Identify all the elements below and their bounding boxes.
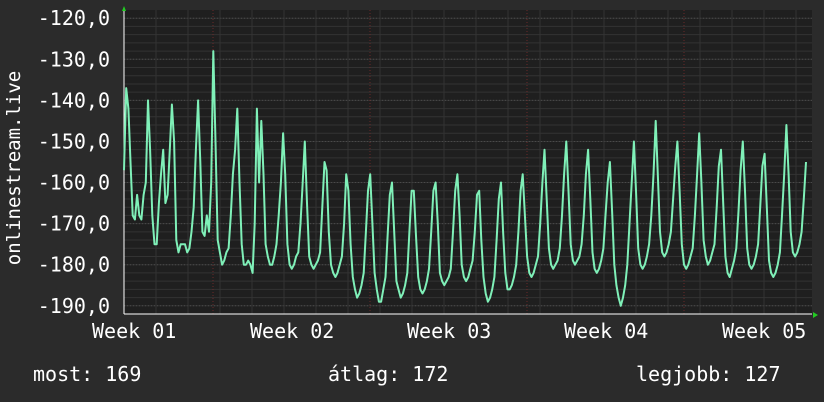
x-tick-label: Week 01 xyxy=(92,319,176,343)
y-tick-label: -150,0 xyxy=(38,129,110,153)
plot-area xyxy=(124,10,812,314)
y-tick-label: -140,0 xyxy=(38,88,110,112)
y-tick-label: -160,0 xyxy=(38,171,110,195)
series-line xyxy=(123,50,807,307)
y-axis-label: onlinestream.live xyxy=(3,71,25,265)
y-tick-label: -130,0 xyxy=(38,47,110,71)
x-tick-label: Week 04 xyxy=(564,319,648,343)
stat-average: átlag: 172 xyxy=(328,362,449,386)
y-tick-label: -120,0 xyxy=(38,6,110,30)
y-tick-label: -180,0 xyxy=(38,253,110,277)
y-axis: -120,0 -130,0 -140,0 -150,0 -160,0 -170,0 -180… xyxy=(38,6,125,318)
y-tick-label: -170,0 xyxy=(38,212,110,236)
x-axis: Week 01 Week 02 Week 03 Week 04 Week 05 xyxy=(92,313,812,343)
stat-current: most: 169 xyxy=(33,362,142,386)
x-tick-label: Week 02 xyxy=(250,319,334,343)
x-tick-label: Week 05 xyxy=(722,319,806,343)
line-chart: -120,0 -130,0 -140,0 -150,0 -160,0 -170,0 -180… xyxy=(3,6,818,343)
x-tick-label: Week 03 xyxy=(407,319,491,343)
y-axis-arrow-icon xyxy=(122,6,126,11)
stat-best: legjobb: 127 xyxy=(636,362,781,386)
y-tick-label: -190,0 xyxy=(38,294,110,318)
x-axis-arrow-icon xyxy=(813,312,818,318)
